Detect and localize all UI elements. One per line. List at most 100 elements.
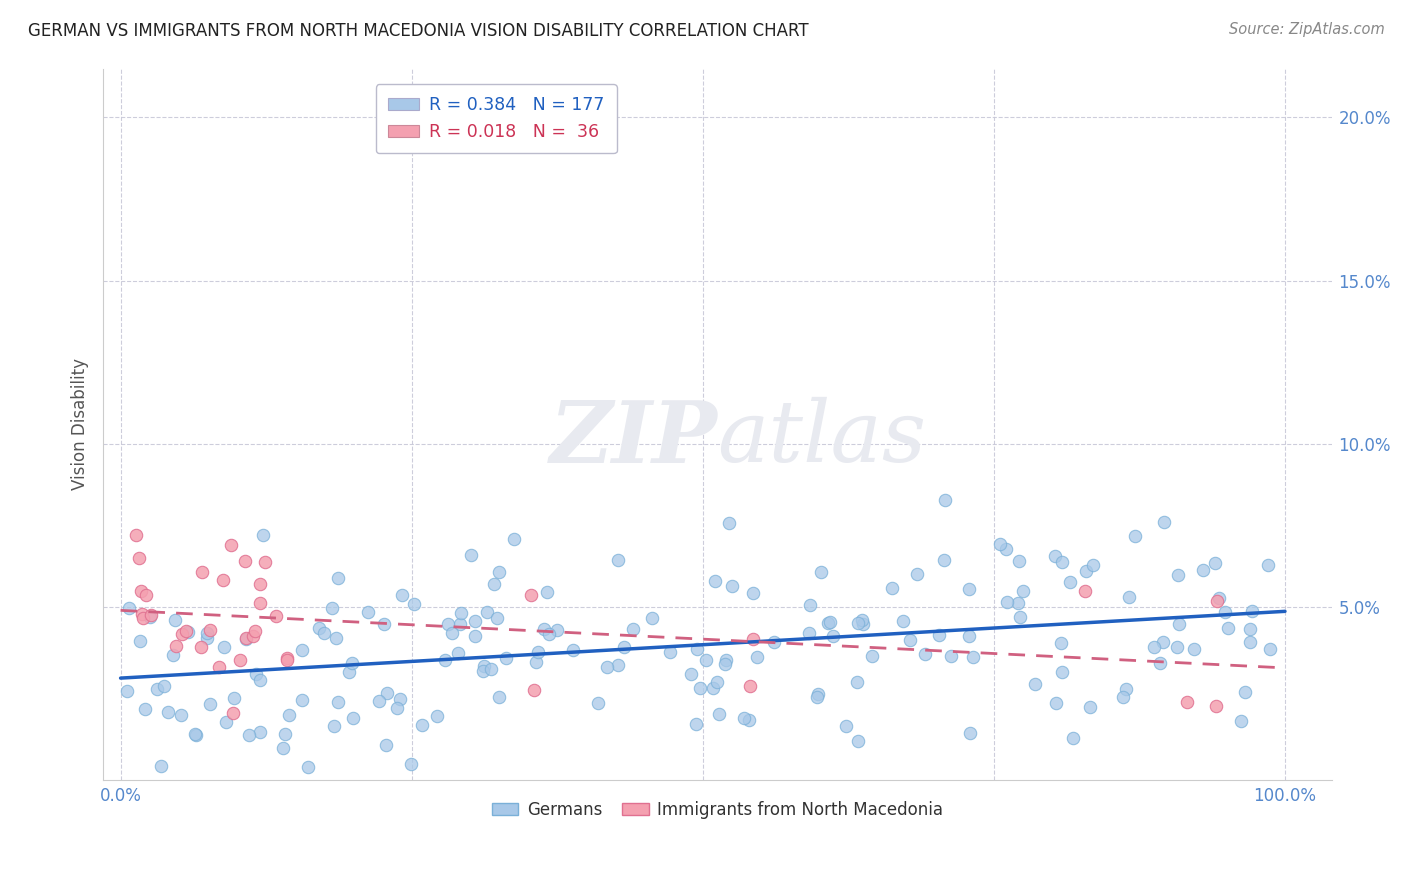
Point (851, 613, 873, 627)
Point (797, 625, 820, 640)
Point (219, 537, 242, 551)
Point (995, 542, 1018, 557)
Point (276, 650, 298, 665)
Point (1074, 564, 1097, 578)
Point (169, 708, 191, 723)
Point (434, 653, 457, 667)
Point (436, 616, 458, 631)
Point (291, 693, 314, 707)
Point (200, 697, 222, 711)
Point (718, 516, 741, 530)
Point (125, 528, 148, 542)
Point (249, 724, 271, 739)
Point (249, 576, 271, 591)
Text: Source: ZipAtlas.com: Source: ZipAtlas.com (1229, 22, 1385, 37)
Point (488, 690, 510, 704)
Point (695, 653, 717, 667)
Point (852, 617, 875, 632)
Point (163, 613, 186, 627)
Y-axis label: Vision Disability: Vision Disability (72, 359, 89, 491)
Point (845, 675, 868, 690)
Point (183, 727, 205, 741)
Point (562, 643, 585, 657)
Point (135, 588, 157, 602)
Point (524, 656, 547, 670)
Point (177, 624, 200, 639)
Point (495, 651, 517, 665)
Point (807, 688, 830, 702)
Point (245, 667, 267, 681)
Point (1045, 696, 1067, 710)
Point (128, 551, 150, 566)
Point (449, 617, 471, 632)
Point (523, 682, 546, 697)
Point (1175, 696, 1198, 710)
Point (1149, 657, 1171, 671)
Point (464, 615, 486, 629)
Point (1112, 690, 1135, 704)
Point (388, 692, 411, 706)
Point (533, 623, 555, 637)
Point (939, 648, 962, 663)
Point (337, 665, 360, 680)
Point (1043, 549, 1066, 563)
Point (139, 608, 162, 623)
Point (402, 597, 425, 611)
Point (197, 631, 219, 645)
Point (149, 759, 172, 773)
Point (134, 701, 156, 715)
Point (235, 631, 257, 645)
Legend: Germans, Immigrants from North Macedonia: Germans, Immigrants from North Macedonia (485, 794, 949, 825)
Point (157, 705, 180, 719)
Point (1152, 635, 1174, 649)
Point (235, 632, 257, 647)
Point (1123, 529, 1146, 543)
Point (464, 629, 486, 643)
Point (1216, 621, 1239, 635)
Point (115, 684, 138, 698)
Point (1205, 699, 1227, 714)
Point (1059, 575, 1081, 590)
Point (139, 609, 162, 624)
Point (1204, 557, 1226, 571)
Point (1233, 685, 1256, 699)
Point (536, 585, 558, 599)
Point (880, 582, 903, 596)
Point (821, 629, 844, 643)
Point (704, 574, 727, 589)
Point (391, 588, 413, 602)
Point (1192, 563, 1215, 577)
Point (714, 653, 737, 667)
Point (1024, 677, 1046, 691)
Point (375, 739, 398, 753)
Point (450, 606, 472, 620)
Point (860, 648, 883, 663)
Point (373, 616, 395, 631)
Point (129, 633, 152, 648)
Point (1182, 642, 1205, 657)
Point (737, 714, 759, 728)
Point (621, 623, 644, 637)
Point (276, 652, 298, 666)
Point (118, 601, 141, 615)
Point (273, 727, 295, 741)
Point (425, 708, 447, 723)
Point (411, 718, 433, 732)
Point (129, 583, 152, 598)
Point (1239, 635, 1261, 649)
Point (368, 694, 391, 708)
Point (742, 632, 765, 646)
Point (482, 576, 505, 591)
Point (254, 556, 277, 570)
Point (607, 552, 630, 566)
Point (252, 528, 274, 542)
Point (934, 493, 956, 508)
Point (502, 532, 524, 546)
Point (186, 728, 208, 742)
Point (720, 579, 742, 593)
Point (835, 719, 858, 733)
Point (441, 626, 464, 640)
Point (1012, 583, 1035, 598)
Point (1115, 681, 1137, 696)
Point (271, 740, 294, 755)
